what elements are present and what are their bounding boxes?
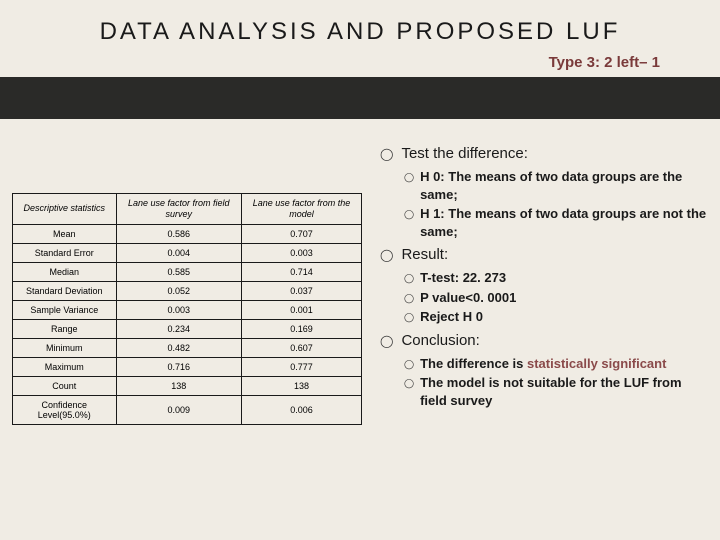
table-row: Median0.5850.714: [13, 262, 362, 281]
table-cell: 0.607: [241, 338, 361, 357]
table-row: Count138138: [13, 376, 362, 395]
table-row: Maximum0.7160.777: [13, 357, 362, 376]
bullet-text: H 0: The means of two data groups are th…: [420, 168, 708, 203]
bullet-not-suitable: ◯ The model is not suitable for the LUF …: [404, 374, 708, 409]
bullet-text: T-test: 22. 273: [420, 269, 506, 287]
table-cell: 0.234: [116, 319, 241, 338]
bullet-text: The difference is statistically signific…: [420, 355, 666, 373]
col-header-2: Lane use factor from the model: [241, 194, 361, 225]
bullet-test-diff: ◯ Test the difference:: [380, 145, 708, 162]
bullet-h0: ◯ H 0: The means of two data groups are …: [404, 168, 708, 203]
page-title: DATA ANALYSIS AND PROPOSED LUF: [0, 0, 720, 54]
table-cell: 0.009: [116, 395, 241, 424]
bullet-icon: ◯: [404, 208, 414, 220]
table-cell: 0.003: [116, 300, 241, 319]
col-header-1: Lane use factor from field survey: [116, 194, 241, 225]
table-cell: 138: [241, 376, 361, 395]
bullet-text: P value<0. 0001: [420, 289, 516, 307]
table-cell: Confidence Level(95.0%): [13, 395, 117, 424]
table-header-row: Descriptive statistics Lane use factor f…: [13, 194, 362, 225]
table-cell: 0.714: [241, 262, 361, 281]
page-subtitle: Type 3: 2 left– 1: [0, 54, 720, 77]
bullet-diff: ◯ The difference is statistically signif…: [404, 355, 708, 373]
table-cell: Sample Variance: [13, 300, 117, 319]
bullet-icon: ◯: [404, 311, 414, 323]
diff-prefix: The difference is: [420, 356, 527, 371]
bullet-icon: ◯: [380, 147, 393, 161]
table-row: Range0.2340.169: [13, 319, 362, 338]
bullet-icon: ◯: [404, 272, 414, 284]
table-row: Standard Error0.0040.003: [13, 243, 362, 262]
stats-table: Descriptive statistics Lane use factor f…: [12, 193, 362, 425]
bullet-icon: ◯: [404, 292, 414, 304]
bullet-text: H 1: The means of two data groups are no…: [420, 205, 708, 240]
table-row: Confidence Level(95.0%)0.0090.006: [13, 395, 362, 424]
table-cell: Standard Error: [13, 243, 117, 262]
bullet-h1: ◯ H 1: The means of two data groups are …: [404, 205, 708, 240]
bullets-container: ◯ Test the difference: ◯ H 0: The means …: [362, 125, 708, 425]
table-cell: Median: [13, 262, 117, 281]
table-cell: 0.004: [116, 243, 241, 262]
table-cell: Maximum: [13, 357, 117, 376]
table-cell: Mean: [13, 224, 117, 243]
diff-highlight: statistically significant: [527, 356, 666, 371]
table-cell: Range: [13, 319, 117, 338]
table-cell: 0.585: [116, 262, 241, 281]
bullet-icon: ◯: [404, 171, 414, 183]
table-cell: Minimum: [13, 338, 117, 357]
col-header-0: Descriptive statistics: [13, 194, 117, 225]
bullet-ttest: ◯ T-test: 22. 273: [404, 269, 708, 287]
table-cell: 0.482: [116, 338, 241, 357]
table-cell: 0.006: [241, 395, 361, 424]
dark-band: [0, 77, 720, 119]
bullet-icon: ◯: [404, 358, 414, 370]
bullet-icon: ◯: [404, 377, 414, 389]
table-cell: 0.001: [241, 300, 361, 319]
table-container: Descriptive statistics Lane use factor f…: [12, 125, 362, 425]
table-row: Minimum0.4820.607: [13, 338, 362, 357]
table-cell: 0.707: [241, 224, 361, 243]
bullet-icon: ◯: [380, 248, 393, 262]
table-row: Mean0.5860.707: [13, 224, 362, 243]
bullet-icon: ◯: [380, 334, 393, 348]
table-cell: 0.037: [241, 281, 361, 300]
table-cell: 0.586: [116, 224, 241, 243]
table-row: Standard Deviation0.0520.037: [13, 281, 362, 300]
table-cell: Standard Deviation: [13, 281, 117, 300]
bullet-text: The model is not suitable for the LUF fr…: [420, 374, 708, 409]
bullet-reject: ◯ Reject H 0: [404, 308, 708, 326]
table-cell: 138: [116, 376, 241, 395]
table-cell: Count: [13, 376, 117, 395]
bullet-pval: ◯ P value<0. 0001: [404, 289, 708, 307]
table-cell: 0.716: [116, 357, 241, 376]
table-cell: 0.777: [241, 357, 361, 376]
bullet-result: ◯ Result:: [380, 246, 708, 263]
bullet-text: Conclusion:: [401, 332, 479, 349]
bullet-text: Result:: [401, 246, 448, 263]
bullet-conclusion: ◯ Conclusion:: [380, 332, 708, 349]
table-cell: 0.169: [241, 319, 361, 338]
table-row: Sample Variance0.0030.001: [13, 300, 362, 319]
table-cell: 0.052: [116, 281, 241, 300]
table-cell: 0.003: [241, 243, 361, 262]
bullet-text: Test the difference:: [401, 145, 527, 162]
bullet-text: Reject H 0: [420, 308, 483, 326]
